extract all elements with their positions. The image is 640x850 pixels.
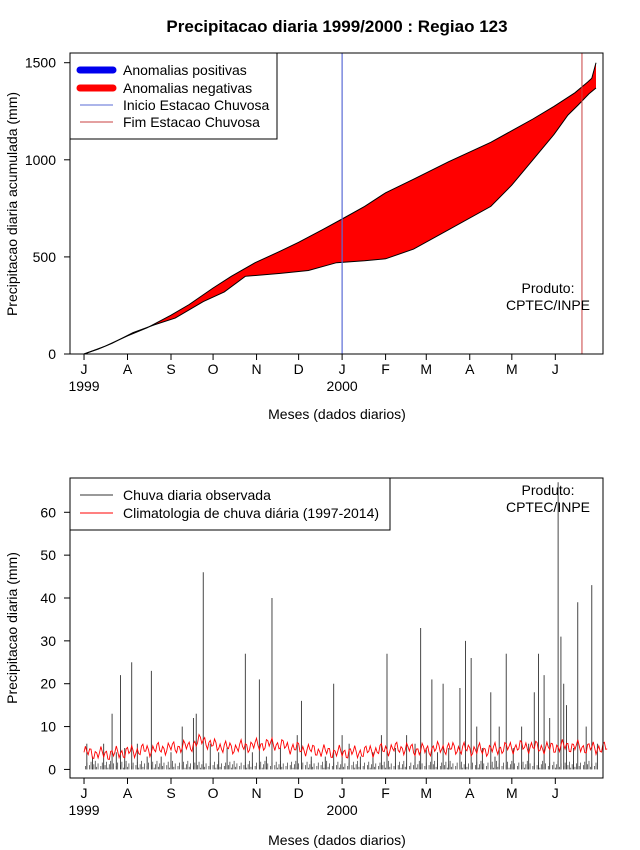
chart2-year-label: 2000	[327, 802, 358, 818]
chart1-year-label: 1999	[68, 378, 99, 394]
legend-season-end-label: Fim Estacao Chuvosa	[123, 114, 260, 130]
chart2-x-tick-label: N	[251, 785, 261, 801]
chart2-x-tick-label: A	[465, 785, 475, 801]
chart1-title: Precipitacao diaria 1999/2000 : Regiao 1…	[166, 17, 507, 36]
chart1-y-tick-label: 1500	[25, 55, 56, 71]
chart2-y-tick-label: 20	[40, 676, 56, 692]
legend-season-start-label: Inicio Estacao Chuvosa	[123, 97, 270, 113]
chart2-y-axis-label: Precipitacao diaria (mm)	[4, 552, 20, 704]
chart1-x-tick-label: N	[251, 361, 261, 377]
chart2-x-tick-label: J	[339, 785, 346, 801]
chart2-legend-box	[69, 477, 391, 531]
chart2-y-tick-label: 60	[40, 504, 56, 520]
legend-climatology-label: Climatologia de chuva diária (1997-2014)	[123, 505, 379, 521]
chart2-y-tick-label: 30	[40, 633, 56, 649]
chart1-product-label: Produto:	[522, 280, 575, 296]
chart2-y-axis: 0 10 20 30 40 50 60	[40, 504, 71, 777]
chart2-x-tick-label: M	[506, 785, 518, 801]
chart2-x-tick-label: J	[552, 785, 559, 801]
chart2-product-label: Produto:	[522, 482, 575, 498]
chart2-product-source: CPTEC/INPE	[506, 499, 590, 515]
chart2-y-tick-label: 10	[40, 719, 56, 735]
chart1-y-tick-label: 500	[33, 249, 57, 265]
legend-negative-anomaly-label: Anomalias negativas	[123, 80, 252, 96]
chart1-x-tick-label: J	[339, 361, 346, 377]
chart1-legend: Anomalias positivas Anomalias negativas …	[69, 52, 278, 140]
chart1-x-tick-label: M	[506, 361, 518, 377]
chart1-x-tick-label: O	[208, 361, 219, 377]
chart1-year-label: 2000	[327, 378, 358, 394]
chart1-y-tick-label: 1000	[25, 152, 56, 168]
chart1-x-axis-label: Meses (dados diarios)	[268, 406, 406, 422]
chart2-y-tick-label: 0	[48, 761, 56, 777]
chart2-x-tick-label: J	[81, 785, 88, 801]
chart1-x-tick-label: A	[465, 361, 475, 377]
chart1-x-tick-label: M	[420, 361, 432, 377]
chart1-y-axis: 0 500 1000 1500	[25, 55, 71, 362]
daily-rain-bars	[85, 482, 598, 770]
chart1-x-tick-label: S	[166, 361, 175, 377]
legend-positive-anomaly-label: Anomalias positivas	[123, 62, 247, 78]
daily-climatology-line	[83, 733, 608, 761]
chart1-y-axis-label: Precipitacao diaria acumulada (mm)	[4, 92, 20, 316]
chart1-x-tick-label: F	[381, 361, 390, 377]
chart2-x-tick-label: M	[420, 785, 432, 801]
chart2-x-tick-label: S	[166, 785, 175, 801]
climatology-cumulative-line	[83, 87, 597, 355]
chart1-x-tick-label: J	[552, 361, 559, 377]
chart2-x-tick-label: F	[381, 785, 390, 801]
cumulative-precipitation-chart: Precipitacao diaria 1999/2000 : Regiao 1…	[4, 17, 604, 422]
chart2-x-axis-label: Meses (dados diarios)	[268, 832, 406, 848]
chart1-product-source: CPTEC/INPE	[506, 297, 590, 313]
chart2-year-label: 1999	[68, 802, 99, 818]
chart1-x-tick-label: A	[123, 361, 133, 377]
chart2-y-tick-label: 40	[40, 590, 56, 606]
legend-observed-rain-label: Chuva diaria observada	[123, 487, 271, 503]
chart2-legend: Chuva diaria observada Climatologia de c…	[69, 477, 391, 531]
chart1-x-tick-label: J	[81, 361, 88, 377]
chart1-y-tick-label: 0	[48, 346, 56, 362]
chart1-x-tick-label: D	[294, 361, 304, 377]
chart2-x-tick-label: A	[123, 785, 133, 801]
chart2-y-tick-label: 50	[40, 547, 56, 563]
chart2-x-tick-label: D	[294, 785, 304, 801]
chart2-x-tick-label: O	[208, 785, 219, 801]
